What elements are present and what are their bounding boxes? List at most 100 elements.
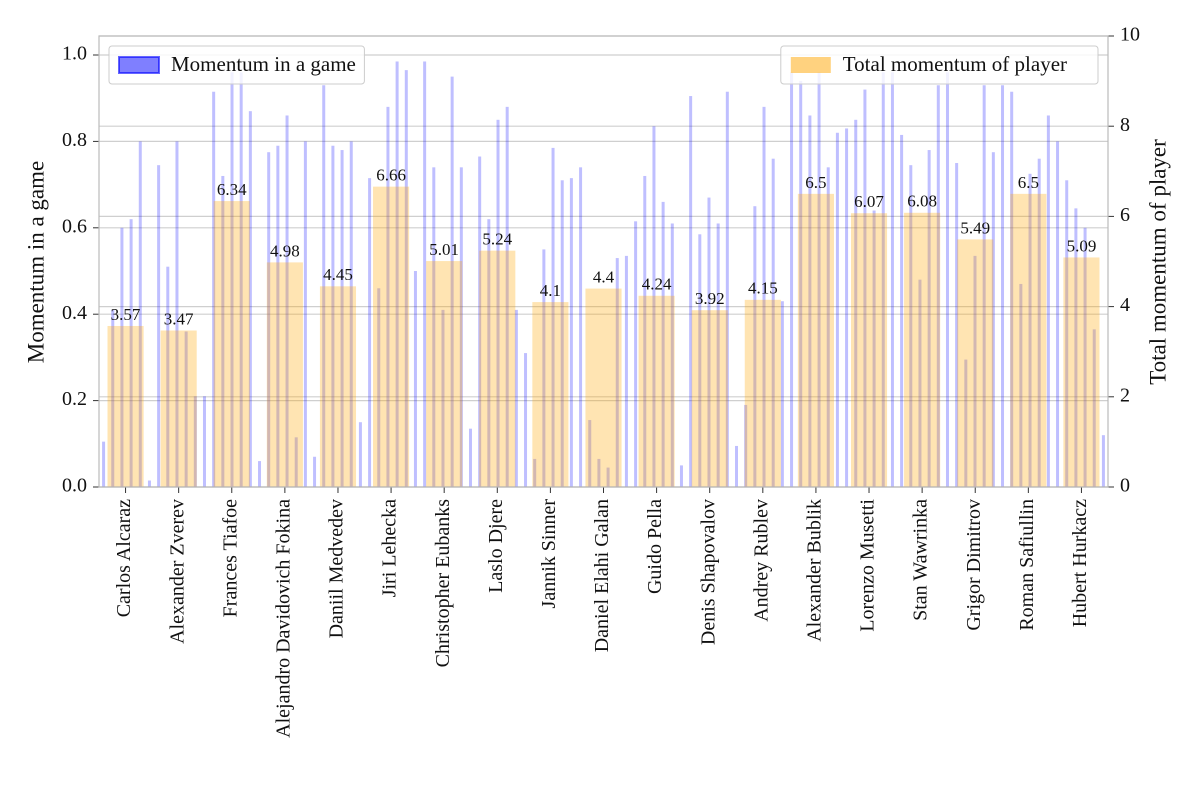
legend-swatch [118, 56, 160, 74]
game-bar [368, 178, 372, 487]
game-bar [927, 150, 931, 488]
total-bar [850, 213, 888, 488]
data-label: 5.09 [1067, 236, 1097, 255]
game-bar [863, 89, 867, 487]
game-bar [423, 61, 427, 487]
game-bar [725, 91, 729, 487]
game-bar [652, 126, 656, 487]
y-tick-label: 0.6 [62, 215, 87, 237]
game-bar [588, 420, 592, 487]
game-bar [624, 255, 628, 487]
game-bar [634, 221, 638, 487]
game-bar [395, 61, 399, 487]
game-bar [643, 175, 647, 487]
x-tick-label: Alejandro Davidovich Fokina [272, 499, 294, 738]
game-bar [615, 258, 619, 487]
game-bar [936, 85, 940, 487]
game-bar [239, 72, 243, 487]
data-label: 3.57 [111, 305, 141, 324]
game-bar [202, 396, 206, 487]
data-label: 4.98 [270, 241, 300, 260]
game-bar [698, 234, 702, 487]
x-tick-label: Daniel Elahi Galan [591, 499, 613, 652]
game-bar [221, 175, 225, 487]
game-bar [542, 249, 546, 487]
game-bar [881, 72, 885, 487]
y2-tick-label: 2 [1120, 384, 1130, 406]
game-bar [514, 309, 518, 487]
game-bar [111, 309, 115, 487]
total-bar [1010, 193, 1047, 487]
game-bar [845, 128, 849, 488]
game-bar [459, 167, 463, 487]
legend-label: Total momentum of player [843, 52, 1067, 76]
x-tick-label: Grigor Dimitrov [963, 499, 985, 631]
x-tick-label: Frances Tiafoe [219, 499, 241, 617]
x-tick-label: Lorenzo Musetti [857, 499, 879, 632]
game-bar [340, 150, 344, 488]
game-bar [560, 180, 564, 487]
game-bar [817, 72, 821, 487]
game-bar [496, 119, 500, 487]
data-label: 6.5 [1018, 173, 1039, 192]
legend-box [780, 45, 1099, 85]
total-bar [319, 286, 357, 487]
x-tick-label: Carlos Alcaraz [113, 499, 135, 617]
plot-frame [98, 35, 1109, 488]
x-tick-label: Jiri Lehecka [379, 499, 401, 597]
y-tick-label: 0.4 [62, 302, 87, 324]
game-bar [313, 456, 317, 487]
y2-tick-label: 10 [1120, 24, 1140, 46]
total-bar [213, 201, 250, 488]
game-bar [918, 279, 922, 487]
game-bar [404, 70, 408, 488]
game-bar [533, 458, 537, 487]
x-tick-label: Christopher Eubanks [432, 499, 454, 668]
game-bar [303, 141, 307, 487]
game-bar [780, 301, 784, 487]
game-bar [377, 288, 381, 487]
game-bar [991, 152, 995, 487]
x-tick-label: Stan Wawrinka [910, 499, 932, 621]
game-bar [248, 111, 252, 488]
game-bar [147, 480, 151, 487]
x-tick-label: Denis Shapovalov [697, 499, 719, 645]
game-bar [689, 96, 693, 487]
data-label: 3.47 [164, 309, 194, 328]
game-bar [230, 72, 234, 487]
game-bar [790, 72, 794, 487]
game-bar [1010, 91, 1014, 487]
game-bar [1037, 158, 1041, 487]
game-bar [854, 119, 858, 487]
data-label: 4.45 [323, 265, 353, 284]
game-bar [1065, 180, 1069, 487]
game-bar [964, 359, 968, 487]
game-bar [1101, 435, 1105, 487]
game-bar [487, 219, 491, 488]
total-bar [373, 186, 410, 487]
game-bar [826, 167, 830, 487]
game-bar [661, 201, 665, 487]
x-tick-label: Alexander Bublik [804, 499, 826, 642]
game-bar [707, 197, 711, 488]
game-bar [579, 167, 583, 487]
game-bar [973, 255, 977, 487]
data-label: 4.1 [540, 281, 561, 300]
game-bar [294, 437, 298, 487]
game-bar [129, 219, 133, 488]
y-tick-label: 0.8 [62, 129, 87, 151]
game-bar [771, 158, 775, 487]
game-bar [808, 115, 812, 488]
y2-tick-label: 4 [1120, 294, 1130, 316]
game-bar [267, 152, 271, 487]
y2-axis-label: Total momentum of player [1145, 139, 1170, 385]
game-bar [157, 165, 161, 487]
total-bar [904, 212, 941, 488]
y-tick-label: 0.0 [62, 475, 87, 497]
game-bar [890, 72, 894, 487]
data-label: 5.49 [960, 218, 990, 237]
total-bar [160, 330, 197, 487]
x-tick-label: Andrey Rublev [750, 499, 772, 622]
game-bar [1056, 141, 1060, 487]
game-bar [102, 441, 106, 487]
